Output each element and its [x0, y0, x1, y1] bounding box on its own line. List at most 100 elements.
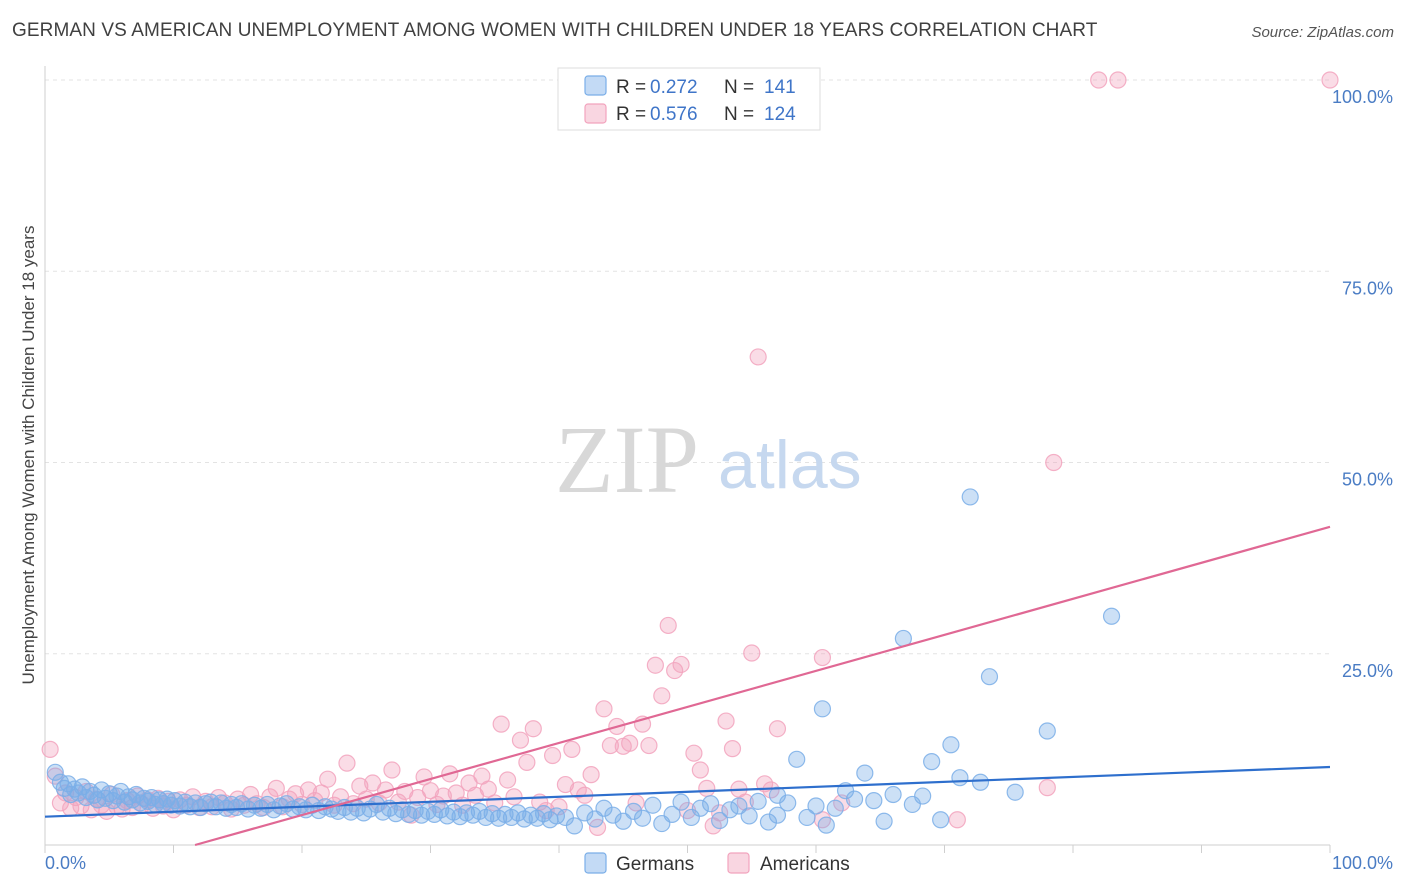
americans-trend-line	[194, 525, 1331, 847]
germans-point	[534, 805, 553, 823]
germans-point	[92, 781, 111, 799]
germans-point	[942, 736, 960, 754]
legend-n-value-germans: 141	[764, 77, 796, 98]
germans-point	[798, 808, 816, 827]
germans-point	[923, 753, 941, 771]
y-tick-labels: 100.0% 75.0% 50.0% 25.0%	[1332, 87, 1393, 681]
americans-point	[595, 700, 613, 718]
americans-point	[543, 746, 562, 765]
germans-point	[971, 773, 990, 791]
chart-title: GERMAN VS AMERICAN UNEMPLOYMENT AMONG WO…	[12, 20, 1098, 41]
americans-point	[1045, 453, 1063, 472]
germans-point	[633, 809, 652, 827]
legend-r-label: R =	[616, 104, 646, 125]
germans-point	[932, 811, 950, 829]
y-tick-label: 100.0%	[1332, 87, 1393, 107]
germans-point	[624, 802, 643, 820]
germans-point	[663, 805, 681, 824]
germans-point	[682, 808, 700, 827]
source-credit: Source: ZipAtlas.com	[1251, 24, 1394, 41]
americans-point	[556, 775, 575, 794]
germans-point	[813, 700, 832, 718]
series-legend: Germans Americans	[584, 852, 850, 875]
americans-point	[749, 348, 767, 366]
germans-point	[702, 795, 720, 813]
germans-point	[865, 792, 883, 810]
germans-point	[856, 764, 874, 782]
germans-point	[595, 799, 613, 817]
americans-point	[768, 720, 787, 738]
germans-point	[1038, 722, 1056, 740]
americans-point	[524, 720, 542, 738]
germans-point	[749, 792, 767, 810]
germans-point	[730, 797, 748, 815]
x-tick-label: 100.0%	[1332, 853, 1393, 873]
americans-point	[383, 761, 401, 779]
americans-point	[499, 771, 517, 789]
germans-point	[845, 790, 864, 808]
x-tick-label: 0.0%	[45, 853, 86, 873]
americans-point	[563, 740, 581, 758]
legend-swatch-americans[interactable]	[727, 852, 750, 874]
americans-point	[659, 616, 677, 635]
germans-point	[1006, 783, 1024, 801]
americans-point	[479, 780, 497, 798]
legend-r-value-germans: 0.272	[650, 77, 698, 98]
americans-point	[511, 731, 530, 749]
americans-point	[743, 644, 761, 662]
americans-point	[505, 788, 523, 806]
germans-point	[740, 807, 758, 825]
germans-point	[691, 799, 709, 817]
germans-point	[951, 769, 969, 787]
legend-label-germans[interactable]: Germans	[616, 854, 694, 875]
americans-point	[640, 736, 658, 755]
germans-point	[884, 785, 902, 804]
germans-point	[46, 763, 64, 781]
germans-point	[788, 750, 806, 768]
legend-r-value-americans: 0.576	[650, 104, 698, 125]
legend-n-label: N =	[724, 77, 754, 98]
trend-lines	[44, 525, 1331, 847]
germans-point	[721, 801, 739, 819]
legend-swatch-americans	[584, 103, 607, 124]
y-tick-label: 75.0%	[1342, 278, 1393, 298]
legend-label-americans[interactable]: Americans	[760, 854, 850, 875]
americans-point	[267, 779, 285, 797]
americans-point	[1038, 779, 1056, 797]
americans-point	[338, 754, 356, 772]
germans-points	[46, 488, 1121, 835]
germans-point	[779, 794, 797, 812]
germans-point	[914, 787, 932, 805]
germans-point	[604, 806, 622, 824]
americans-point	[621, 734, 639, 752]
germans-point	[509, 804, 527, 822]
americans-point	[698, 779, 716, 797]
germans-point	[614, 812, 632, 830]
germans-point	[470, 802, 488, 820]
americans-point	[646, 656, 664, 674]
y-tick-label: 25.0%	[1342, 661, 1393, 681]
americans-point	[666, 661, 684, 680]
germans-point	[672, 793, 690, 811]
legend-box	[557, 67, 821, 131]
americans-point	[1321, 71, 1339, 89]
americans-point	[672, 655, 690, 674]
axes	[44, 66, 1331, 853]
americans-point	[1109, 71, 1127, 89]
americans-point	[1090, 71, 1108, 89]
americans-point	[685, 744, 703, 762]
americans-point	[518, 753, 536, 771]
y-tick-label: 50.0%	[1342, 470, 1393, 490]
germans-point	[1102, 607, 1121, 625]
americans-point	[319, 770, 337, 788]
germans-point	[565, 817, 584, 835]
americans-point	[653, 687, 671, 705]
germans-point	[875, 812, 893, 830]
americans-point	[312, 784, 330, 802]
legend-swatch-germans[interactable]	[584, 852, 607, 874]
americans-point	[717, 712, 735, 730]
germans-point	[980, 668, 999, 686]
germans-point	[644, 796, 662, 814]
americans-point	[813, 648, 832, 667]
